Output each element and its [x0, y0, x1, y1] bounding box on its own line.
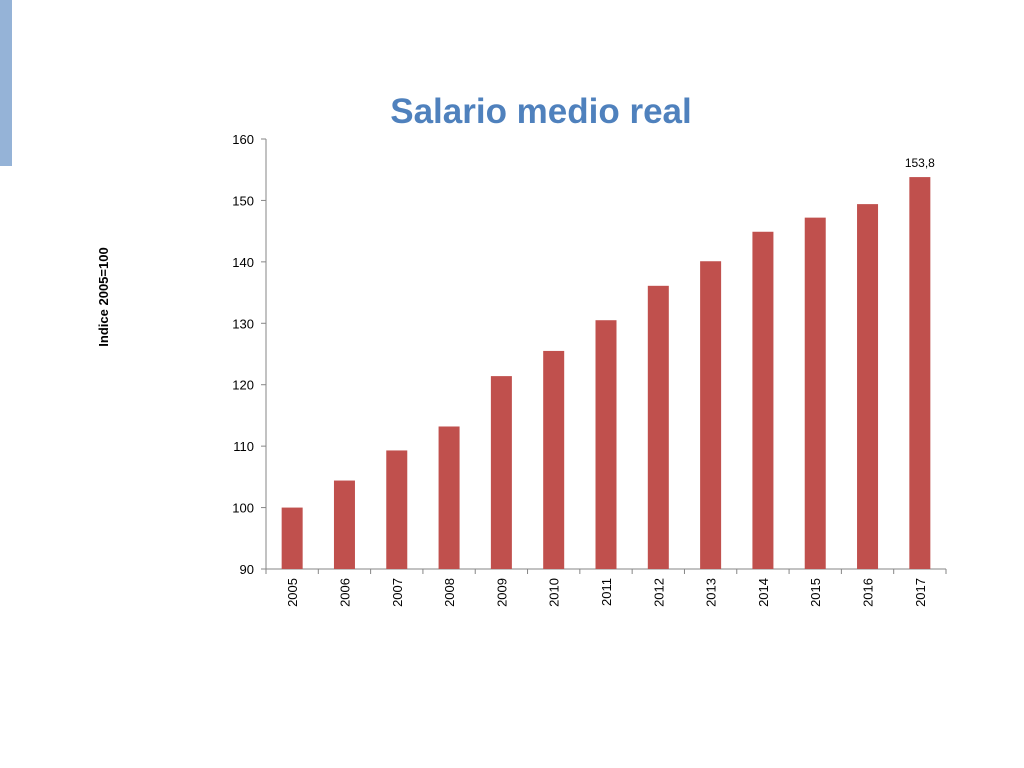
- y-tick-label: 90: [240, 562, 254, 577]
- bar-2014: [752, 231, 774, 569]
- x-tick-label: 2016: [861, 578, 876, 607]
- x-tick-label: 2017: [913, 578, 928, 607]
- bar-2006: [333, 480, 355, 569]
- bar-2010: [543, 350, 565, 569]
- x-tick-label: 2013: [704, 578, 719, 607]
- bar-2013: [700, 261, 722, 569]
- x-tick-label: 2008: [442, 578, 457, 607]
- x-tick-label: 2005: [285, 578, 300, 607]
- y-tick-label: 110: [233, 439, 254, 454]
- y-tick-label: 100: [232, 501, 254, 516]
- x-tick-label: 2009: [494, 578, 509, 607]
- x-tick-label: 2012: [651, 578, 666, 607]
- bar-2011: [595, 320, 617, 569]
- y-tick-label: 120: [232, 378, 254, 393]
- data-labels: 153,8: [905, 156, 935, 170]
- bar-2005: [281, 507, 303, 569]
- bar-2009: [490, 376, 512, 569]
- y-axis-title: Indice 2005=100: [96, 247, 111, 346]
- bar-2012: [647, 285, 669, 569]
- bar-2015: [804, 217, 826, 569]
- x-tick-label: 2007: [390, 578, 405, 607]
- data-label-2017: 153,8: [905, 156, 935, 170]
- y-axis: 90 100 110 120 130 140 150 160: [232, 132, 267, 577]
- chart-title: Salario medio real: [390, 92, 692, 131]
- x-tick-label: 2010: [547, 578, 562, 607]
- y-tick-label: 150: [232, 193, 254, 208]
- bar-2017: [909, 177, 931, 570]
- slide-accent-strip: [0, 0, 12, 166]
- bar-2016: [857, 204, 879, 569]
- x-tick-label: 2014: [756, 578, 771, 607]
- x-axis: 2005 2006 2007 2008 2009 2010 2011 2012 2013 2014…: [265, 568, 947, 607]
- x-tick-label: 2015: [808, 578, 823, 607]
- y-tick-label: 160: [232, 132, 254, 147]
- bar-series: [281, 177, 931, 570]
- y-tick-label: 140: [232, 255, 254, 270]
- bar-2007: [386, 450, 408, 569]
- y-tick-label: 130: [232, 316, 254, 331]
- x-tick-label: 2006: [337, 578, 352, 607]
- bar-2008: [438, 426, 460, 569]
- x-tick-label: 2011: [599, 578, 614, 606]
